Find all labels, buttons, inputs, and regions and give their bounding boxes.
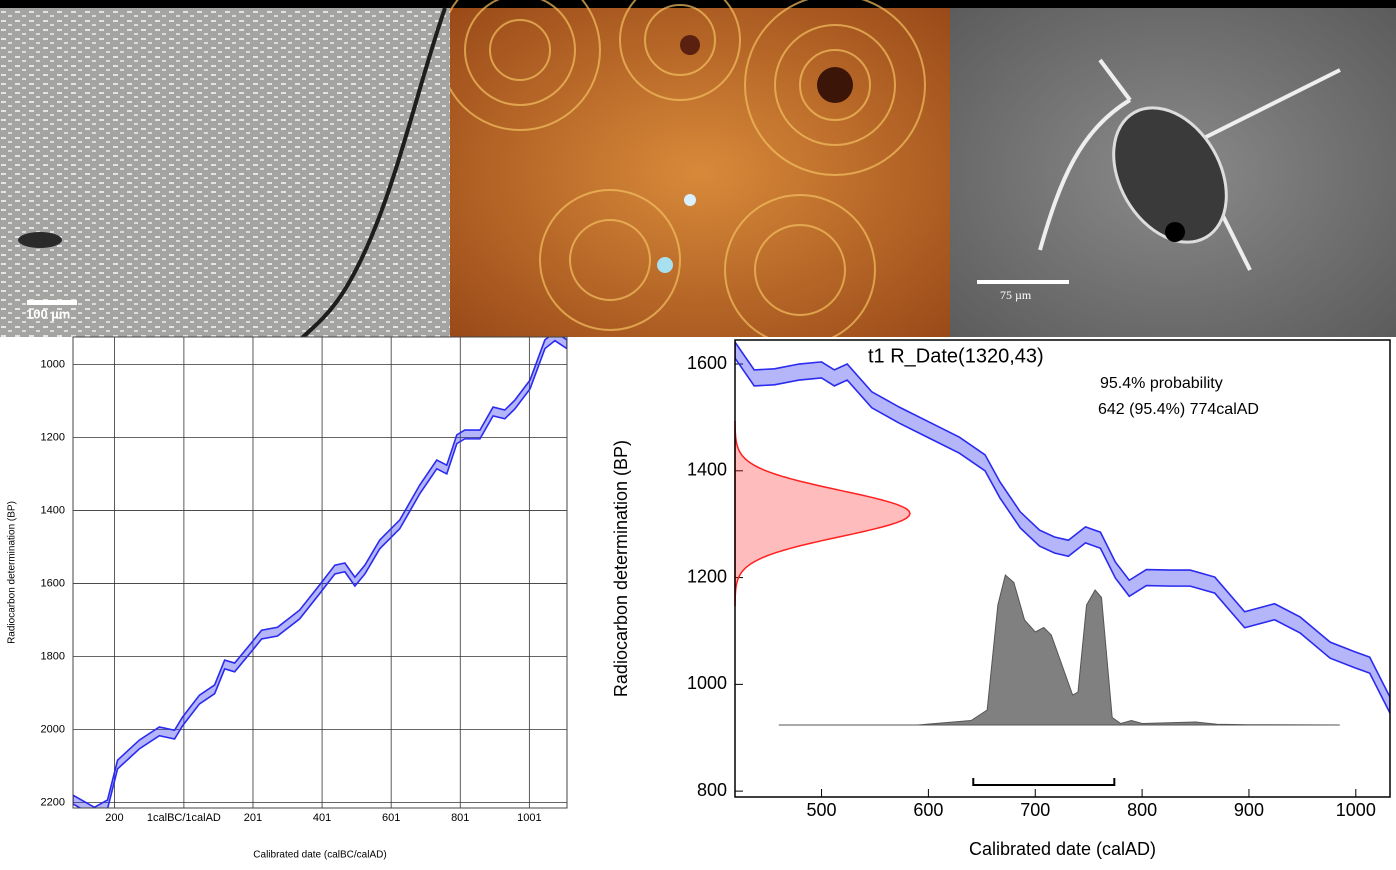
x-tick-label: 801 xyxy=(451,812,469,824)
x-tick-label: 1000 xyxy=(1336,800,1376,820)
y-tick-label: 1200 xyxy=(687,566,727,586)
scale-label: 100 µm xyxy=(26,306,70,321)
x-tick-label: 500 xyxy=(807,800,837,820)
y-axis-label: Radiocarbon determination (BP) xyxy=(7,501,18,644)
y-tick-label: 1200 xyxy=(41,431,65,443)
x-tick-label: 700 xyxy=(1020,800,1050,820)
y-axis-label: Radiocarbon determination (BP) xyxy=(611,440,631,697)
polarized-micrograph xyxy=(440,0,950,345)
x-tick-label: 800 xyxy=(1127,800,1157,820)
sem-micrograph: 75 µm xyxy=(950,8,1396,337)
figure: 100 µm 75 µm 1000 1200 1400 1600 1800 2000 220… xyxy=(0,0,1396,865)
chart-title: t1 R_Date(1320,43) xyxy=(868,345,1044,367)
x-tick-label: 601 xyxy=(382,812,400,824)
y-tick-label: 800 xyxy=(697,780,727,800)
x-tick-label: 1001 xyxy=(517,812,541,824)
y-tick-label: 2000 xyxy=(41,723,65,735)
x-tick-label: 200 xyxy=(105,812,123,824)
plot-area xyxy=(735,340,1390,797)
x-tick-label: 600 xyxy=(913,800,943,820)
y-tick-label: 1800 xyxy=(41,650,65,662)
light-micrograph: 100 µm xyxy=(0,8,450,340)
x-tick-label: 900 xyxy=(1234,800,1264,820)
y-tick-label: 1600 xyxy=(41,577,65,589)
scale-label: 75 µm xyxy=(1000,288,1032,302)
y-tick-label: 2200 xyxy=(41,796,65,808)
y-tick-label: 1400 xyxy=(41,504,65,516)
x-tick-label: 1calBC/1calAD xyxy=(147,812,221,824)
x-axis-label: Calibrated date (calBC/calAD) xyxy=(253,850,386,861)
page: {"panels": {"light": {"scale_bar": "100 … xyxy=(0,0,1396,865)
x-axis-label: Calibrated date (calAD) xyxy=(969,839,1156,859)
x-tick-label: 201 xyxy=(244,812,262,824)
y-tick-label: 1000 xyxy=(41,358,65,370)
range-label: 642 (95.4%) 774calAD xyxy=(1098,401,1259,418)
x-tick-label: 401 xyxy=(313,812,331,824)
subtitle: 95.4% probability xyxy=(1100,375,1223,392)
y-tick-label: 1000 xyxy=(687,673,727,693)
y-tick-label: 1600 xyxy=(687,353,727,373)
y-tick-label: 1400 xyxy=(687,460,727,480)
